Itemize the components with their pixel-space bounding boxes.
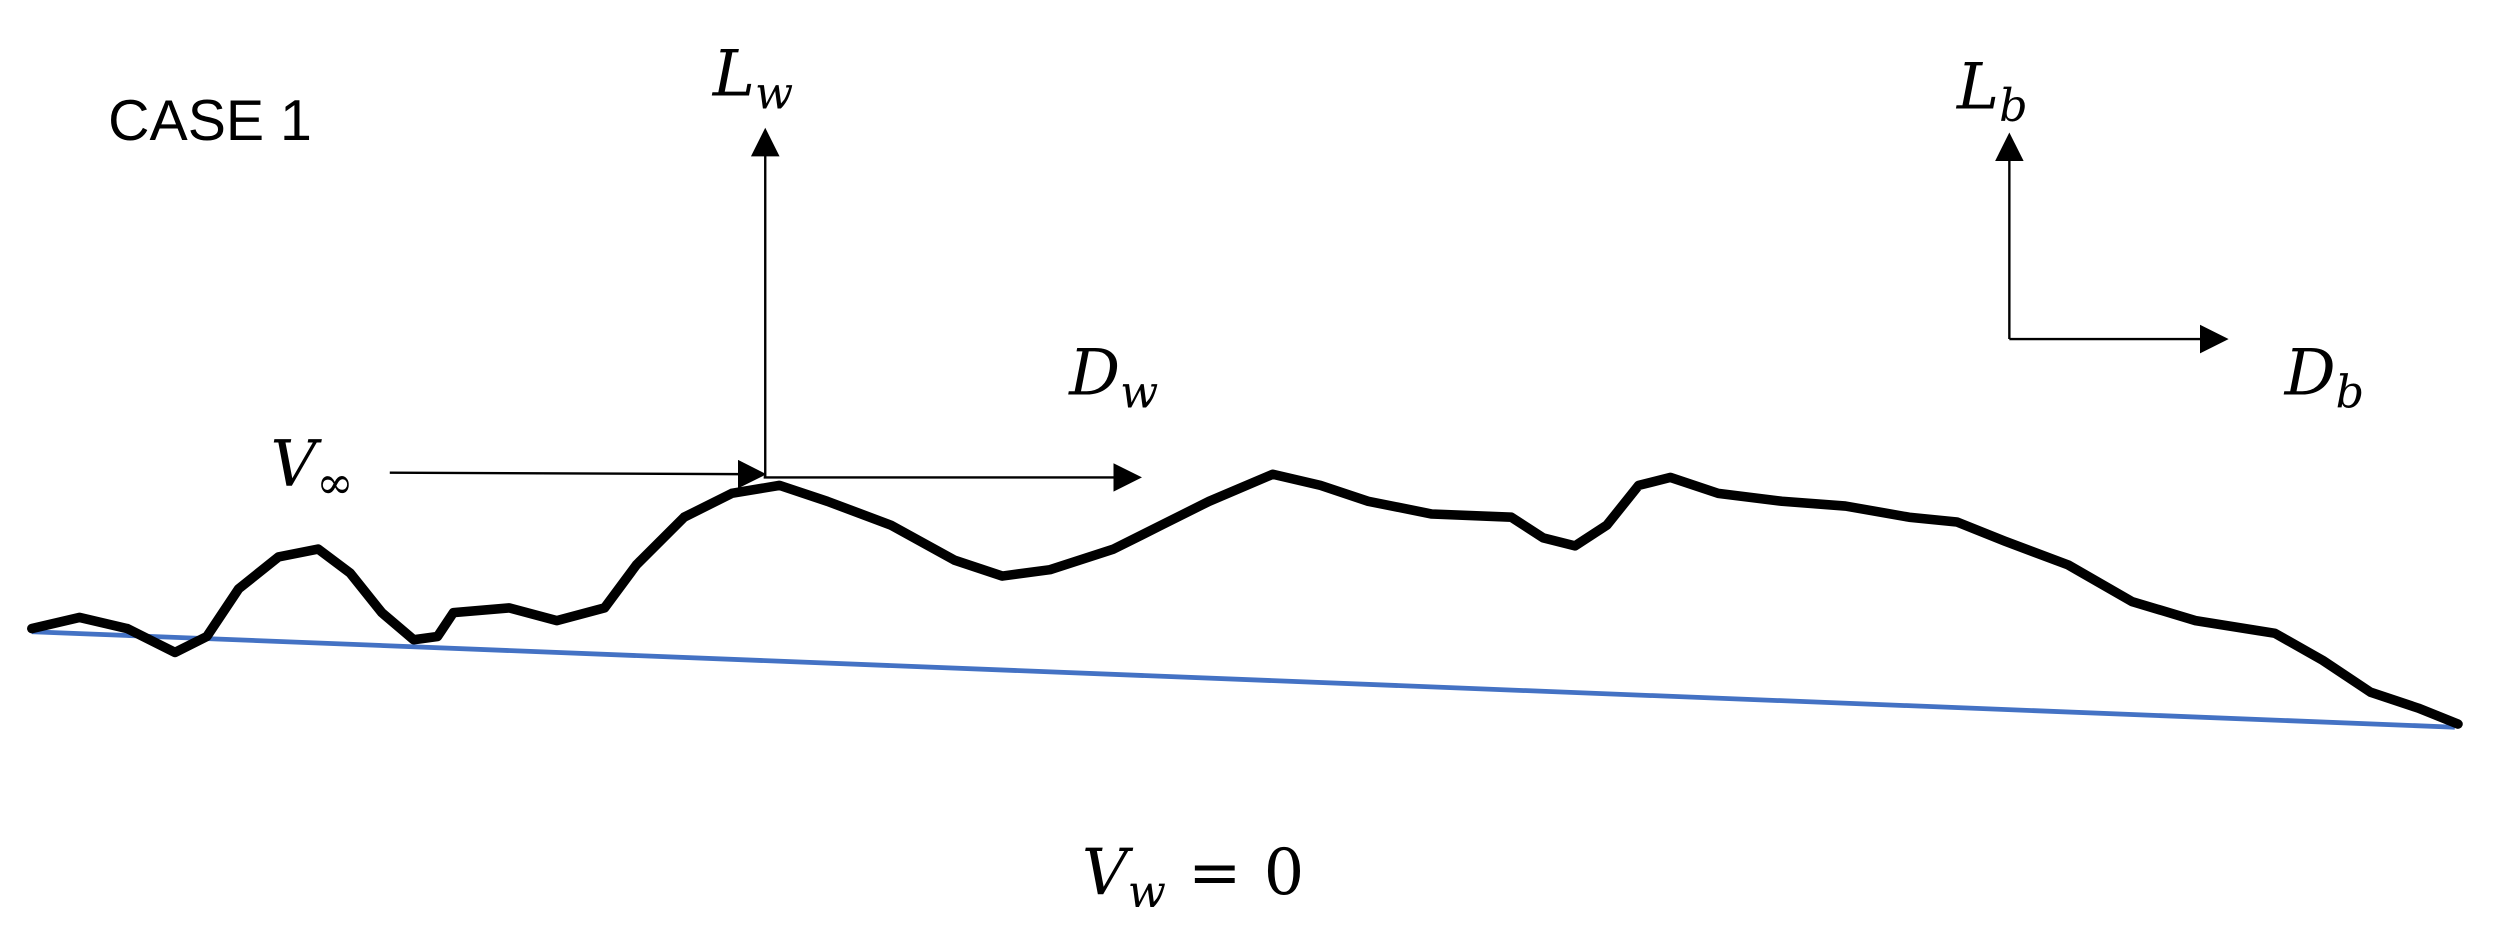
symbol: L	[1956, 50, 1999, 124]
subscript: b	[2336, 366, 2365, 418]
symbol: L	[712, 38, 755, 112]
symbol: V	[1082, 836, 1134, 910]
subscript: ∞	[316, 457, 353, 509]
symbol: V	[270, 427, 322, 501]
subscript: w	[1120, 366, 1158, 418]
surface-profile	[27, 469, 2463, 729]
subscript: b	[1999, 80, 2028, 132]
operator: =	[1188, 836, 1241, 910]
wing-drag-label: Dw	[1068, 337, 1158, 419]
equation: Vw = 0	[1082, 836, 1304, 918]
symbol: D	[1068, 337, 1120, 411]
value: 0	[1264, 836, 1304, 910]
freestream-arrow	[389, 459, 767, 489]
body-lift-label: Lb	[1956, 50, 2028, 132]
symbol: D	[2284, 337, 2336, 411]
wing-lift-label: Lw	[712, 38, 793, 120]
subscript: w	[755, 67, 793, 119]
chord-line	[31, 629, 2455, 730]
freestream-label: V∞	[270, 427, 353, 509]
subscript: w	[1128, 866, 1166, 918]
body-drag-label: Db	[2284, 337, 2365, 419]
case-title: CASE 1	[108, 89, 312, 153]
